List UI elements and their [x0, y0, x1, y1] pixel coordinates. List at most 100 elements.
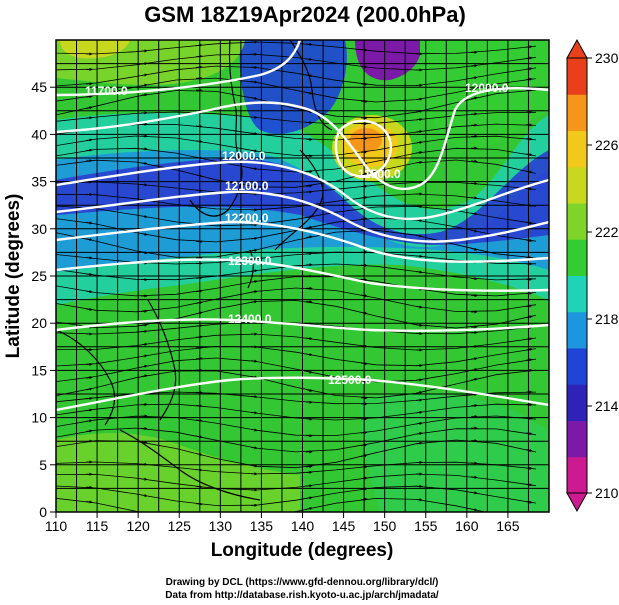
- wind-arrow: [140, 440, 148, 445]
- wind-arrow: [250, 290, 258, 294]
- wind-arrow: [195, 139, 203, 143]
- wind-arrow: [525, 358, 533, 362]
- streamline: [56, 345, 537, 367]
- yellowgreen-south-region: [56, 433, 300, 512]
- wind-arrow: [250, 280, 258, 284]
- wind-arrow: [415, 441, 423, 445]
- credit-drawing: Drawing by DCL (https://www.gfd-dennou.o…: [166, 577, 439, 588]
- wind-arrow: [525, 137, 533, 141]
- wind-arrow: [305, 57, 313, 61]
- colorbar-band: [567, 348, 587, 385]
- wind-arrow: [525, 187, 533, 191]
- wind-arrow: [250, 96, 258, 100]
- wind-arrow: [195, 335, 203, 339]
- wind-arrow: [415, 150, 423, 155]
- colorbar-frame: [566, 57, 588, 494]
- contour-label: 12300.0: [228, 254, 272, 268]
- wind-arrow: [195, 54, 203, 58]
- wind-arrow: [250, 131, 258, 136]
- wind-arrow: [250, 428, 258, 432]
- wind-arrow: [470, 357, 478, 361]
- wind-arrow: [305, 300, 313, 304]
- wind-arrow: [85, 237, 93, 242]
- wind-arrow: [525, 483, 533, 487]
- wind-arrow: [415, 160, 423, 164]
- wind-arrow: [195, 324, 203, 328]
- wind-arrow: [85, 95, 93, 99]
- colorbar-label: 230: [595, 50, 619, 66]
- wind-arrow: [470, 212, 478, 216]
- colorbar-label: 218: [595, 311, 619, 327]
- wind-arrow: [195, 301, 203, 305]
- map-title: GSM 18Z19Apr2024 (200.0hPa): [144, 2, 466, 27]
- wind-arrow: [140, 329, 148, 334]
- coastline-taiwan: [247, 249, 254, 289]
- wind-arrow: [250, 149, 258, 153]
- wind-arrow: [195, 188, 203, 193]
- wind-arrow: [195, 418, 203, 422]
- wind-arrow: [305, 353, 313, 357]
- wind-arrow: [195, 43, 203, 47]
- streamline: [56, 415, 537, 436]
- wind-arrow: [140, 161, 148, 165]
- wind-arrow: [140, 183, 148, 187]
- colorbar: 230 226 222 218 214 210: [566, 38, 619, 513]
- wind-arrow: [140, 354, 148, 358]
- wind-arrow: [85, 376, 93, 380]
- wind-arrow: [415, 498, 423, 502]
- contour-line: [334, 119, 393, 178]
- wind-arrow: [415, 97, 423, 101]
- wind-arrow: [525, 337, 533, 341]
- contour-label: 12000.0: [465, 81, 509, 95]
- wind-arrow: [85, 429, 93, 433]
- colorbar-label: 226: [595, 137, 619, 153]
- wind-arrow: [525, 448, 533, 452]
- streamline: [56, 229, 537, 259]
- streamline: [56, 147, 537, 173]
- streamline: [56, 497, 488, 512]
- wind-arrow: [415, 323, 423, 327]
- wind-arrow: [525, 77, 533, 81]
- y-tick-label: 0: [39, 504, 47, 520]
- wind-arrow: [140, 73, 148, 77]
- wind-arrow: [195, 452, 203, 456]
- wind-arrow: [470, 96, 478, 100]
- coastline-asia: [189, 40, 243, 217]
- streamline: [56, 111, 537, 125]
- wind-arrow: [415, 129, 423, 134]
- wind-arrow: [250, 257, 258, 261]
- contour-label: 11500.0: [358, 167, 401, 181]
- wind-arrow: [250, 300, 258, 304]
- y-tick-label: 40: [31, 126, 47, 142]
- wind-arrow: [140, 493, 148, 498]
- wind-arrow: [525, 291, 533, 295]
- streamline: [56, 205, 537, 227]
- wind-arrow: [250, 65, 258, 69]
- colorbar-bottom-triangle: [566, 492, 588, 513]
- credit-data: Data from http://database.rish.kyoto-u.a…: [165, 590, 439, 601]
- wind-arrow: [140, 477, 148, 481]
- y-tick-label: 5: [39, 457, 47, 473]
- wind-arrow: [195, 205, 203, 209]
- y-tick-label: 25: [31, 268, 47, 284]
- wind-arrow: [305, 484, 313, 488]
- wind-arrow: [250, 236, 258, 241]
- wind-arrow: [85, 148, 93, 152]
- contour-label: 12500.0: [328, 373, 372, 387]
- lat-lon-grid: [56, 40, 549, 512]
- height-contours: [56, 40, 549, 412]
- wind-arrow: [250, 248, 258, 252]
- wind-arrow: [415, 431, 423, 436]
- x-axis-ticks: 110 115 120 125 130 135 140 145 150 155 160 165: [45, 512, 520, 534]
- wind-arrow: [140, 323, 148, 327]
- x-tick-label: 145: [332, 518, 356, 534]
- wind-arrow: [470, 64, 478, 68]
- x-axis-label: Longitude (degrees): [211, 540, 394, 561]
- x-tick-label: 125: [168, 518, 192, 534]
- wind-arrow: [525, 238, 533, 243]
- wind-arrow: [305, 74, 313, 78]
- wind-arrow: [305, 507, 313, 511]
- colorbar-band: [567, 275, 587, 313]
- streamline: [56, 181, 537, 195]
- wind-arrow: [140, 83, 148, 87]
